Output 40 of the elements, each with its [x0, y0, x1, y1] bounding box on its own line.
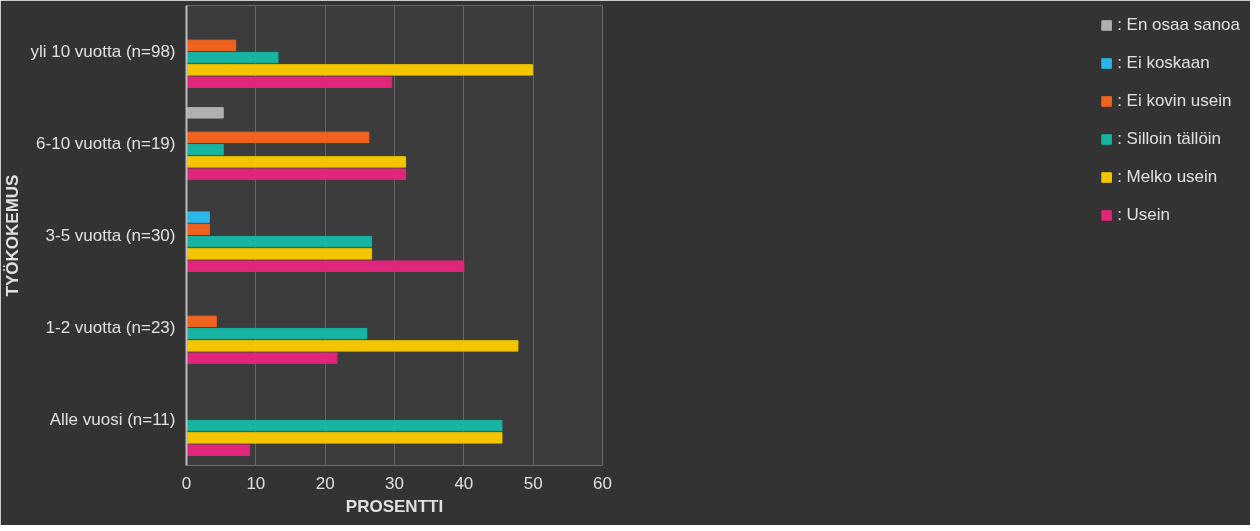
bar	[186, 315, 217, 328]
bar	[186, 223, 210, 236]
bar	[186, 327, 368, 340]
bar	[186, 143, 224, 156]
legend-label: : En osaa sanoa	[1117, 15, 1240, 35]
legend-label: : Melko usein	[1117, 167, 1218, 187]
x-tick-label: 50	[523, 473, 543, 493]
x-tick-label: 30	[385, 473, 404, 493]
y-tick-label: 3-5 vuotta (n=30)	[45, 226, 176, 245]
bar	[186, 260, 465, 272]
bar	[186, 444, 251, 456]
bar	[186, 168, 407, 180]
x-tick-label: 40	[454, 473, 474, 493]
x-axis-title: PROSENTTI	[345, 496, 444, 516]
x-tick-label: 60	[593, 473, 612, 493]
bar	[186, 340, 519, 352]
x-tick-label: 10	[246, 473, 266, 493]
bar	[186, 248, 373, 260]
y-tick-label: yli 10 vuotta (n=98)	[30, 42, 176, 61]
y-tick-label: Alle vuosi (n=11)	[49, 410, 176, 429]
bar	[186, 76, 393, 88]
legend-label: : Ei koskaan	[1117, 53, 1210, 73]
bar	[186, 51, 279, 64]
bar	[186, 352, 338, 364]
legend-label: : Ei kovin usein	[1117, 91, 1232, 111]
bar	[186, 39, 237, 52]
bar	[186, 156, 407, 168]
bar	[186, 64, 533, 76]
legend-label: : Silloin tällöin	[1117, 129, 1222, 149]
y-axis-title: TYÖKOKEMUS	[3, 174, 23, 297]
bar	[186, 131, 370, 144]
y-tick-label: 1-2 vuotta (n=23)	[45, 318, 176, 337]
legend-label: : Usein	[1117, 205, 1171, 225]
bar	[186, 432, 503, 444]
y-tick-label: 6-10 vuotta (n=19)	[36, 134, 176, 153]
bar	[186, 419, 503, 432]
bar	[186, 235, 373, 248]
x-tick-label: 0	[181, 473, 192, 493]
bar	[186, 211, 210, 223]
x-tick-label: 20	[315, 473, 335, 493]
